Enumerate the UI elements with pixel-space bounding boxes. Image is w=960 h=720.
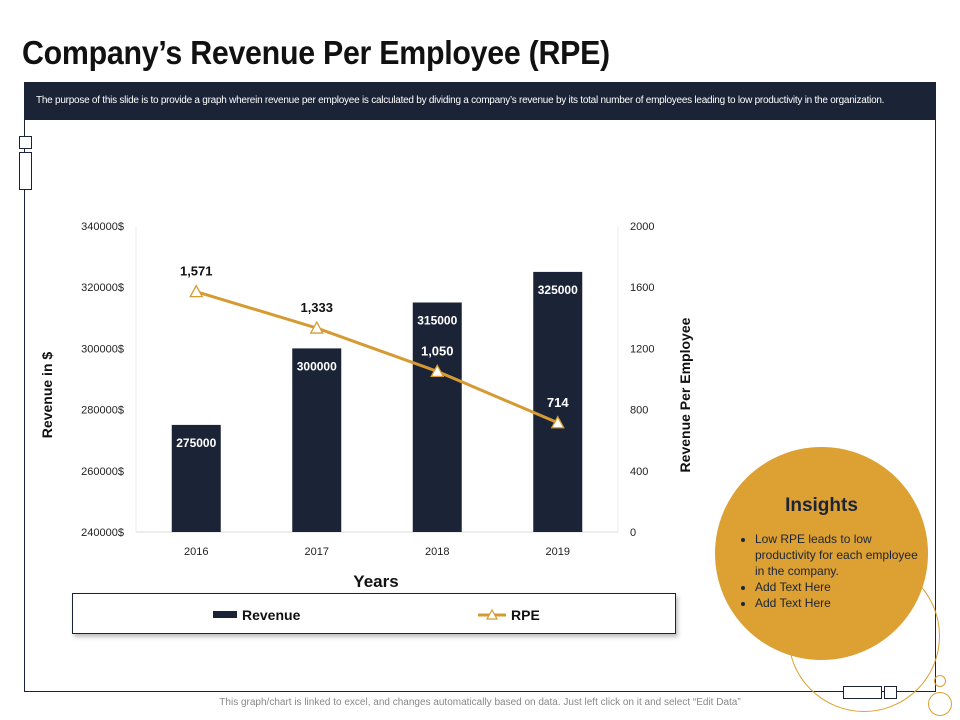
y-axis-ticks: 240000$ 260000$ 280000$ 300000$ 320000$ 34000… [81, 221, 124, 539]
revenue-swatch-icon [213, 611, 237, 618]
y-tick-label: 240000$ [81, 527, 124, 539]
y-tick-label: 300000$ [81, 343, 124, 355]
rpe-point [430, 363, 445, 378]
description-banner: The purpose of this slide is to provide … [24, 82, 936, 120]
page-title: Company’s Revenue Per Employee (RPE) [22, 34, 610, 71]
rpe-data-label: 1,050 [421, 343, 454, 358]
x-axis-title: Years [353, 572, 398, 591]
x-tick-label: 2016 [184, 546, 208, 558]
legend-label-rpe: RPE [511, 606, 540, 623]
legend-item-revenue: Revenue [213, 594, 300, 635]
y2-axis-ticks: 0 400 800 1200 1600 2000 [630, 221, 654, 539]
y-tick-label: 320000$ [81, 282, 124, 294]
insights-item: Low RPE leads to low productivity for ea… [755, 531, 925, 579]
insights-circle: Insights Low RPE leads to low productivi… [715, 447, 928, 660]
insights-title: Insights [785, 495, 858, 516]
y2-tick-label: 0 [630, 527, 636, 539]
x-tick-label: 2019 [546, 546, 570, 558]
y-tick-label: 260000$ [81, 466, 124, 478]
frame-handle-square [19, 136, 32, 149]
revenue-bar-label: 300000 [297, 359, 337, 373]
content-frame [24, 120, 936, 692]
y-axis-title: Revenue in $ [39, 352, 55, 439]
rpe-data-label: 1,571 [180, 264, 213, 279]
rpe-data-label: 1,333 [300, 300, 333, 315]
rpe-markers [189, 284, 565, 429]
y2-tick-label: 2000 [630, 221, 654, 233]
revenue-bar-label: 275000 [176, 436, 216, 450]
y2-axis-title: Revenue Per Employee [677, 317, 693, 472]
rpe-point [309, 320, 324, 334]
legend-item-rpe: RPE [478, 594, 540, 635]
y-tick-label: 280000$ [81, 405, 124, 417]
y2-tick-label: 400 [630, 466, 648, 478]
rpe-data-label: 714 [547, 395, 569, 410]
y-tick-label: 340000$ [81, 221, 124, 233]
insights-item: Add Text Here [755, 595, 925, 611]
rpe-swatch-icon [478, 608, 506, 620]
footer-note: This graph/chart is linked to excel, and… [219, 697, 741, 708]
rpe-line [195, 290, 559, 425]
x-tick-label: 2017 [305, 546, 329, 558]
revenue-bar [292, 348, 342, 532]
y2-tick-label: 1200 [630, 343, 654, 355]
y2-tick-label: 800 [630, 405, 648, 417]
insights-item: Add Text Here [755, 579, 925, 595]
x-axis-ticks: 2016 2017 2018 2019 [184, 546, 570, 558]
rpe-point [550, 415, 565, 429]
y2-tick-label: 1600 [630, 282, 654, 294]
rpe-series [195, 290, 559, 425]
insights-list: Low RPE leads to low productivity for ea… [737, 531, 925, 611]
decorative-ring-small [928, 692, 952, 716]
revenue-labels: 275000 300000 315000 325000 [176, 283, 578, 450]
revenue-bar [412, 302, 462, 532]
legend-label-revenue: Revenue [242, 606, 301, 623]
rpe-point [189, 284, 204, 298]
x-tick-label: 2018 [425, 546, 449, 558]
frame-handle-bar [19, 152, 32, 190]
revenue-bar-label: 325000 [538, 283, 578, 297]
chart-legend: Revenue RPE [72, 593, 676, 634]
revenue-bar [171, 424, 221, 532]
rpe-labels: 1,571 1,333 1,050 714 [180, 264, 569, 410]
revenue-bar-label: 315000 [417, 314, 457, 328]
decorative-dot [934, 675, 946, 687]
revenue-bar [533, 271, 583, 532]
revenue-bars [171, 271, 583, 532]
